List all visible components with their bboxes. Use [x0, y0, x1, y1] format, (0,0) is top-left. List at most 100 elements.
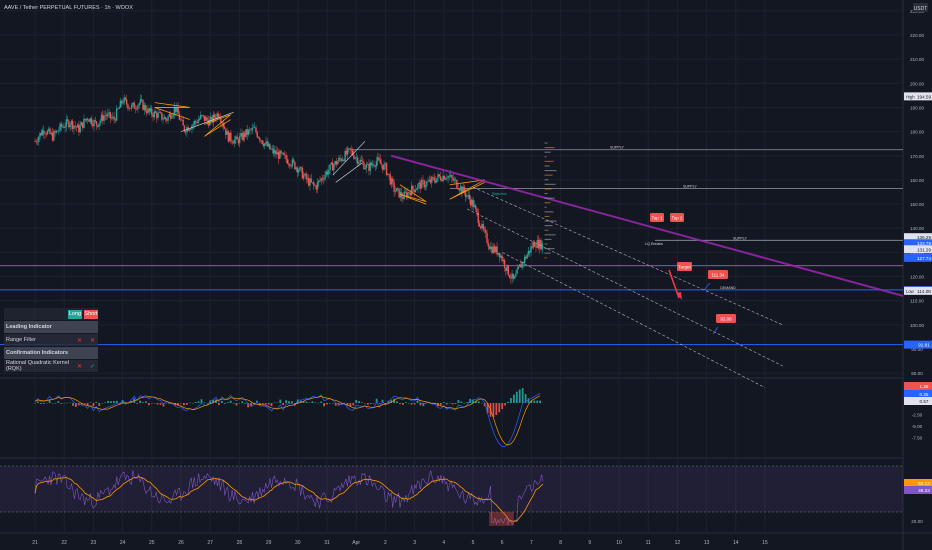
candle-body	[80, 122, 83, 126]
candle-body	[476, 208, 478, 213]
candle-body	[482, 224, 484, 230]
histogram-bar	[218, 403, 220, 406]
candle-body	[346, 148, 349, 155]
rsi-pane: 20.00 52.13 49.23	[0, 465, 932, 526]
candle-body	[362, 161, 364, 163]
volume-profile-bar	[544, 192, 548, 195]
histogram-bar	[343, 402, 346, 404]
histogram-bar	[504, 403, 507, 406]
volume-profile-bar	[544, 220, 557, 222]
candle-body	[377, 157, 379, 161]
candle-body	[320, 178, 322, 181]
candle-body	[197, 120, 199, 124]
candle-body	[79, 125, 81, 133]
candle-body	[394, 191, 397, 192]
candle-body	[526, 254, 528, 259]
histogram-bar	[115, 400, 118, 403]
pointer-line	[712, 326, 719, 335]
candle-body	[513, 276, 516, 279]
candle-body	[408, 192, 410, 193]
osc-tick-label: -2.50	[912, 413, 923, 418]
candle-body	[453, 179, 456, 181]
candle-body	[282, 152, 285, 155]
candle-body	[255, 127, 257, 133]
candle-body	[271, 148, 274, 150]
histogram-bar	[384, 403, 387, 405]
long-status-icon: ✕	[76, 363, 83, 370]
histogram-bar	[197, 401, 200, 403]
annotation-text: Top 1	[651, 216, 663, 221]
annotation-text: 92.08	[720, 317, 732, 322]
candle-body	[243, 132, 246, 137]
candle-body	[226, 131, 228, 135]
oversold-fill	[489, 512, 514, 526]
histogram-bar	[404, 402, 407, 403]
candle-body	[497, 252, 500, 255]
candle-body	[439, 176, 442, 180]
candle-body	[423, 180, 425, 188]
histogram-bar	[291, 401, 293, 403]
histogram-bar	[159, 403, 162, 405]
candle-body	[354, 157, 356, 159]
histogram-bar	[206, 403, 209, 404]
trendline-purple	[390, 154, 904, 297]
candle-body	[118, 107, 120, 109]
volume-profile-bar	[544, 183, 556, 185]
candle-body	[541, 243, 543, 250]
candle-body	[467, 194, 469, 196]
candle-body	[535, 246, 537, 248]
candle-body	[475, 205, 477, 209]
time-tick-label: Apr	[352, 540, 360, 546]
candle-body	[158, 112, 161, 113]
candle-body	[162, 119, 164, 120]
histogram-bar	[460, 401, 463, 403]
volume-profile-bar	[544, 165, 550, 167]
candle-body	[92, 124, 94, 127]
candle-body	[521, 262, 523, 268]
histogram-bar	[530, 400, 533, 403]
horizontal-levels: SUPPLY SUPPLY SUPPLY DEMAND	[0, 146, 903, 346]
candle-body	[428, 179, 430, 182]
histogram-bar	[472, 399, 474, 403]
candle-body	[58, 130, 60, 132]
volume-profile-bar	[544, 179, 549, 181]
histogram-bar	[419, 403, 422, 406]
price-tick-label: 160.00	[910, 178, 924, 183]
candle-body	[40, 132, 42, 136]
candle-body	[74, 125, 76, 127]
volume-profile-bar	[544, 234, 556, 236]
histogram-bar	[524, 394, 527, 403]
candle-body	[488, 246, 491, 250]
candle-body	[217, 113, 220, 117]
histogram-bar	[183, 403, 185, 406]
time-tick-label: 13	[704, 540, 710, 546]
osc-value-box	[904, 397, 932, 405]
price-tick-label: 80.00	[911, 371, 923, 376]
candle-body	[151, 108, 153, 115]
price-label-text: 136.29	[917, 235, 931, 240]
candle-body	[493, 246, 496, 253]
currency-badge[interactable]	[913, 3, 928, 12]
candle-body	[358, 162, 360, 164]
histogram-bar	[463, 403, 466, 404]
price-label-tag: High	[906, 94, 915, 99]
histogram-bar	[150, 402, 153, 404]
candle-body	[483, 229, 486, 231]
annotation-text: LQ Breaks	[645, 242, 663, 246]
histogram-bar	[302, 401, 305, 403]
histogram-bar	[226, 402, 229, 403]
drawings: Top 1 Top 2 Target 111.34 92.08 Rejection LQ B…	[154, 102, 904, 388]
time-tick-label: 11	[646, 540, 651, 546]
candle-body	[202, 115, 204, 116]
histogram-bar	[501, 403, 504, 410]
candle-body	[413, 189, 415, 193]
candle-body	[182, 119, 184, 126]
histogram-bar	[355, 399, 358, 403]
candle-body	[306, 178, 309, 180]
histogram-bar	[425, 403, 428, 404]
histogram-bar	[209, 400, 212, 403]
histogram-bar	[34, 403, 36, 404]
oscillator-pane: 2.50-2.50-5.00-7.501.280.250.57	[34, 382, 932, 447]
candle-body	[171, 116, 173, 119]
